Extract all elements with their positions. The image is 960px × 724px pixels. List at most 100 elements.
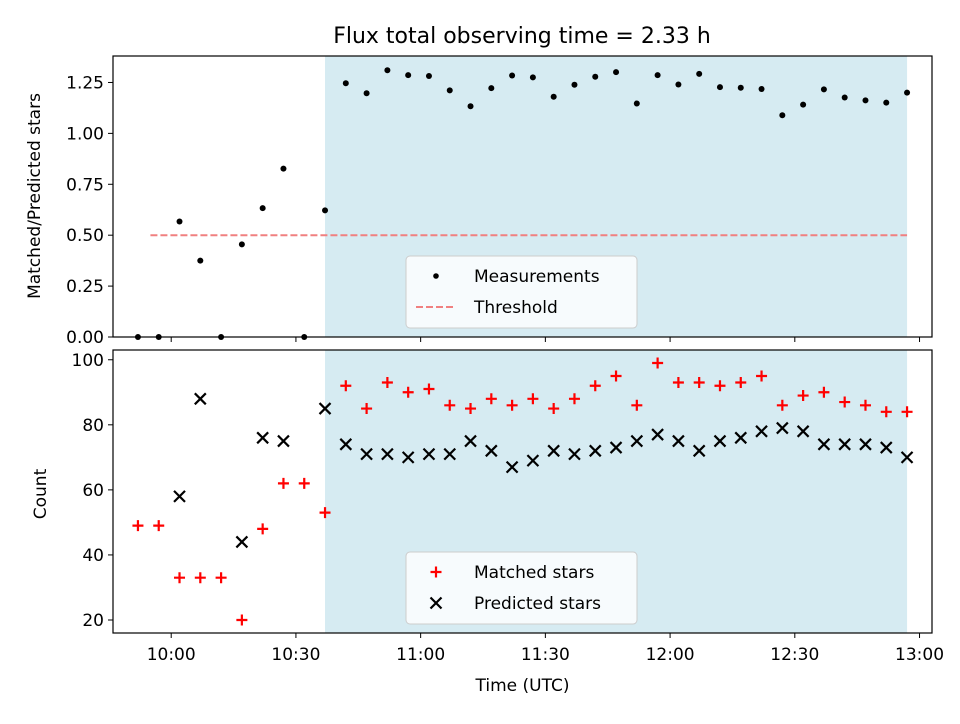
matched-stars-point xyxy=(631,399,643,411)
axes-frame xyxy=(112,55,933,338)
measurement-point xyxy=(509,72,516,79)
legend-label: Threshold xyxy=(473,298,558,318)
y-tick-label: 80 xyxy=(82,416,104,436)
matched-stars-point xyxy=(444,399,456,411)
predicted-stars-point xyxy=(713,434,727,448)
measurement-point xyxy=(841,94,848,101)
predicted-stars-point xyxy=(692,444,706,458)
x-axis-label: Time (UTC) xyxy=(475,676,570,696)
measurement-point xyxy=(654,72,661,79)
predicted-stars-point xyxy=(526,454,540,467)
legend-box xyxy=(405,255,638,329)
predicted-stars-point xyxy=(318,402,332,415)
predicted-stars-point xyxy=(194,392,207,406)
matched-stars-point xyxy=(319,507,331,519)
measurement-point xyxy=(779,112,786,119)
predicted-stars-point xyxy=(339,438,353,451)
matched-stars-point xyxy=(735,377,747,389)
measurement-point xyxy=(696,70,703,77)
predicted-stars-point xyxy=(381,447,394,461)
predicted-stars-point xyxy=(464,434,477,448)
matched-stars-point xyxy=(714,380,726,392)
measurement-point xyxy=(363,90,370,97)
matched-stars-point xyxy=(839,396,851,408)
matched-stars-point xyxy=(340,380,352,392)
matched-stars-point xyxy=(236,614,248,626)
matched-stars-point xyxy=(132,520,144,532)
measurement-point xyxy=(737,84,744,91)
matched-stars-point xyxy=(776,399,788,411)
x-tick-label: 12:30 xyxy=(770,645,819,665)
measurement-point xyxy=(259,205,266,212)
matched-stars-point xyxy=(652,357,664,369)
y-tick-label: 20 xyxy=(82,611,104,631)
matched-stars-point xyxy=(589,380,601,392)
measurement-point xyxy=(550,93,557,100)
legend: Matched stars Predicted stars xyxy=(405,551,638,625)
measurement-point xyxy=(633,100,640,107)
predicted-stars-point xyxy=(755,425,768,438)
predicted-stars-point xyxy=(401,451,415,464)
matched-stars-point xyxy=(465,403,477,415)
series-matched-stars xyxy=(132,357,913,626)
measurement-point xyxy=(488,85,495,92)
matched-stars-point xyxy=(880,406,892,418)
matched-stars-point xyxy=(672,377,684,389)
measurement-point xyxy=(342,80,349,87)
predicted-stars-point xyxy=(672,434,685,448)
matched-stars-point xyxy=(859,399,871,411)
measurement-point xyxy=(467,103,474,110)
matched-stars-point xyxy=(194,572,206,584)
y-tick-label: 0.75 xyxy=(66,175,104,195)
predicted-stars-point xyxy=(651,428,664,441)
matched-stars-point xyxy=(693,377,705,389)
axes-frame xyxy=(112,349,933,634)
predicted-stars-point xyxy=(443,447,457,461)
predicted-stars-point xyxy=(568,447,581,461)
y-tick-label: 60 xyxy=(82,481,104,501)
matched-stars-point xyxy=(568,393,580,405)
measurement-point xyxy=(883,99,890,106)
matched-stars-point xyxy=(797,390,809,402)
legend: Measurements Threshold xyxy=(405,255,638,329)
y-tick-label: 1.25 xyxy=(66,73,104,93)
measurement-point xyxy=(862,97,869,104)
predicted-stars-point xyxy=(859,438,872,451)
measurement-point xyxy=(197,257,204,264)
measurement-point xyxy=(613,69,620,76)
matched-stars-point xyxy=(298,477,310,489)
matched-stars-point xyxy=(548,403,560,415)
x-tick-label: 10:00 xyxy=(147,645,196,665)
predicted-stars-point xyxy=(588,444,602,458)
predicted-stars-point xyxy=(879,441,893,454)
measurement-point xyxy=(280,165,287,172)
count-panel: 20 40 60 80 100 10:00 10:30 11:00 11:30 12:00 12:3… xyxy=(31,349,944,696)
matched-stars-point xyxy=(901,406,913,418)
matched-stars-point xyxy=(257,523,269,535)
measurement-point xyxy=(529,74,536,81)
legend-label: Matched stars xyxy=(474,563,594,583)
matched-stars-point xyxy=(610,370,622,382)
y-tick-label: 0.50 xyxy=(66,226,104,246)
x-tick-label: 11:30 xyxy=(521,645,570,665)
y-tick-label: 0.25 xyxy=(66,277,104,297)
predicted-stars-point xyxy=(485,444,498,458)
series-predicted-stars xyxy=(173,392,914,549)
measurement-point xyxy=(800,101,807,108)
predicted-stars-point xyxy=(734,431,748,445)
y-tick-label: 1.00 xyxy=(66,124,104,144)
matched-stars-point xyxy=(756,370,768,382)
measurement-point xyxy=(592,73,599,80)
predicted-stars-point xyxy=(630,434,644,448)
matched-stars-point xyxy=(818,386,830,398)
predicted-stars-point xyxy=(360,447,373,461)
predicted-stars-point xyxy=(235,535,249,549)
predicted-stars-point xyxy=(505,460,519,474)
legend-label: Predicted stars xyxy=(474,594,601,614)
matched-stars-point xyxy=(277,477,289,489)
predicted-stars-point xyxy=(173,490,186,503)
measurement-point xyxy=(571,81,578,88)
predicted-stars-point xyxy=(838,438,851,451)
